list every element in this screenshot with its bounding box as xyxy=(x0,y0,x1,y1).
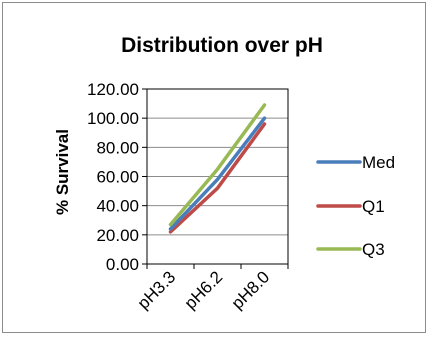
y-axis-ticks: 0.00 20.00 40.00 60.00 80.00 100.00 120.00 xyxy=(87,80,147,274)
chart-title: Distribution over pH xyxy=(121,34,323,57)
x-tick-label: pH8.0 xyxy=(228,267,274,313)
y-axis-label: % Survival xyxy=(53,129,72,215)
legend-label: Q3 xyxy=(362,240,385,259)
y-tick-label: 80.00 xyxy=(96,138,139,157)
series-line-med xyxy=(168,116,267,231)
y-tick-label: 40.00 xyxy=(96,197,139,216)
y-tick-label: 100.00 xyxy=(87,109,139,128)
series-lines xyxy=(168,103,267,234)
legend: Med Q1 Q3 xyxy=(316,153,395,259)
series-line-q3 xyxy=(168,103,267,227)
x-tick-label: pH6.2 xyxy=(181,267,227,313)
y-tick-label: 0.00 xyxy=(106,255,139,274)
y-tick-label: 120.00 xyxy=(87,80,139,99)
x-tick-label: pH3.3 xyxy=(134,267,180,313)
y-tick-label: 60.00 xyxy=(96,168,139,187)
series-line-q1 xyxy=(168,122,267,234)
y-tick-label: 20.00 xyxy=(96,226,139,245)
x-axis-ticks: pH3.3 pH6.2 pH8.0 xyxy=(134,264,289,313)
legend-label: Q1 xyxy=(362,197,385,216)
gridlines xyxy=(147,88,288,265)
legend-label: Med xyxy=(362,153,395,172)
chart-frame xyxy=(2,2,426,333)
